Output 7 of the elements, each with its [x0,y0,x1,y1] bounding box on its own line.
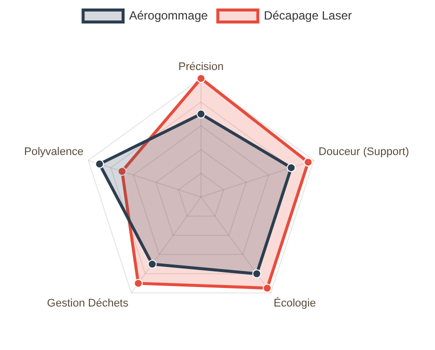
legend-label: Aérogommage [129,8,208,22]
spoke-label: Gestion Déchets [47,298,129,310]
spoke-label: Douceur (Support) [318,146,410,158]
spoke-label: Polyvalence [24,146,84,158]
spoke-label: Précision [178,60,224,73]
legend-label: Décapage Laser [264,8,352,22]
spoke-label: Écologie [274,296,316,310]
